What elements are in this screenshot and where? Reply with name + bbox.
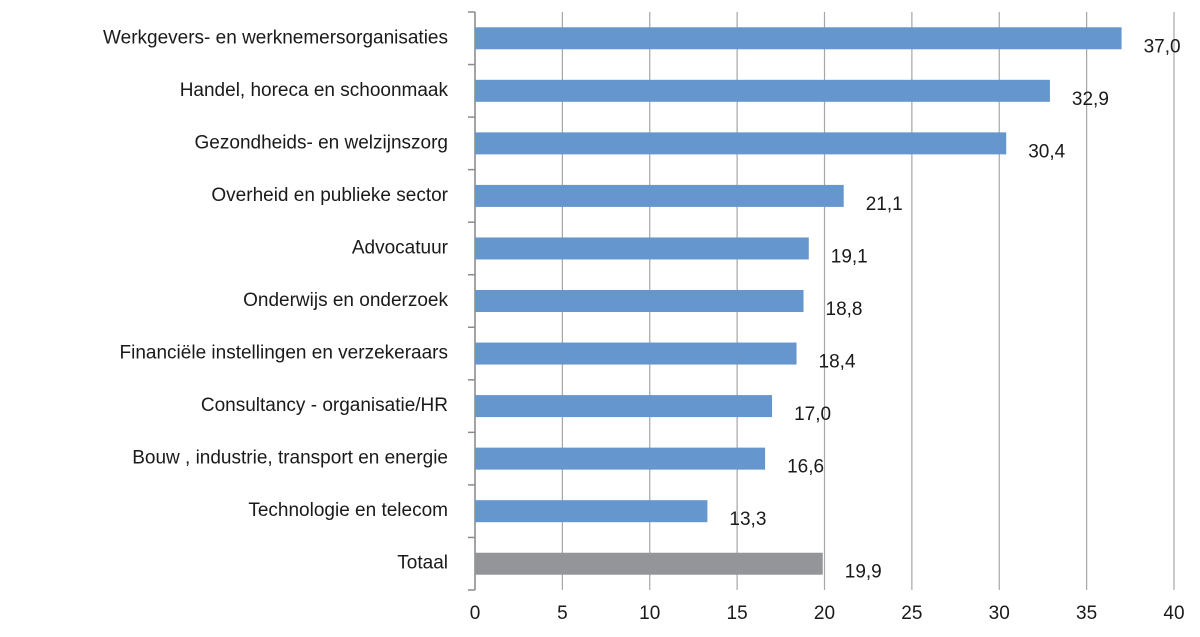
value-label: 18,8: [826, 299, 863, 320]
x-tick-label: 25: [901, 603, 922, 624]
y-tick-label: Onderwijs en onderzoek: [243, 290, 448, 311]
bar: [475, 184, 844, 207]
value-label: 18,4: [819, 352, 856, 373]
bar: [475, 79, 1050, 102]
x-tick-label: 35: [1076, 603, 1097, 624]
x-tick-label: 40: [1163, 603, 1184, 624]
y-tick-label: Gezondheids- en welzijnszorg: [195, 132, 448, 153]
y-tick-label: Consultancy - organisatie/HR: [201, 395, 448, 416]
y-tick-label: Advocatuur: [352, 237, 449, 258]
value-label: 30,4: [1028, 141, 1065, 162]
y-tick-label: Totaal: [397, 553, 448, 574]
bar: [475, 447, 766, 470]
bar: [475, 27, 1122, 50]
x-tick-label: 10: [639, 603, 660, 624]
x-tick-label: 30: [989, 603, 1010, 624]
value-label: 19,1: [831, 246, 868, 267]
x-tick-label: 20: [814, 603, 835, 624]
bar: [475, 132, 1007, 155]
y-tick-label: Financiële instellingen en verzekeraars: [120, 343, 448, 364]
bar: [475, 395, 773, 418]
y-tick-label: Overheid en publieke sector: [211, 185, 448, 206]
bar: [475, 290, 804, 312]
y-tick-label: Handel, horeca en schoonmaak: [180, 80, 449, 101]
value-label: 16,6: [787, 457, 824, 478]
bar: [475, 500, 708, 523]
y-tick-label: Werkgevers- en werknemersorganisaties: [103, 27, 448, 48]
x-tick-label: 5: [557, 603, 568, 624]
y-tick-label: Bouw , industrie, transport en energie: [132, 448, 448, 469]
x-tick-label: 0: [470, 603, 481, 624]
y-tick-label: Technologie en telecom: [248, 500, 448, 521]
value-label: 13,3: [729, 509, 766, 530]
value-label: 17,0: [794, 404, 831, 425]
x-tick-label: 15: [727, 603, 748, 624]
value-label: 37,0: [1144, 36, 1181, 57]
value-label: 21,1: [866, 194, 903, 215]
bar: [475, 342, 797, 365]
value-label: 19,9: [845, 562, 882, 583]
bar: [475, 237, 809, 260]
bar: [475, 552, 823, 575]
value-label: 32,9: [1072, 89, 1109, 110]
